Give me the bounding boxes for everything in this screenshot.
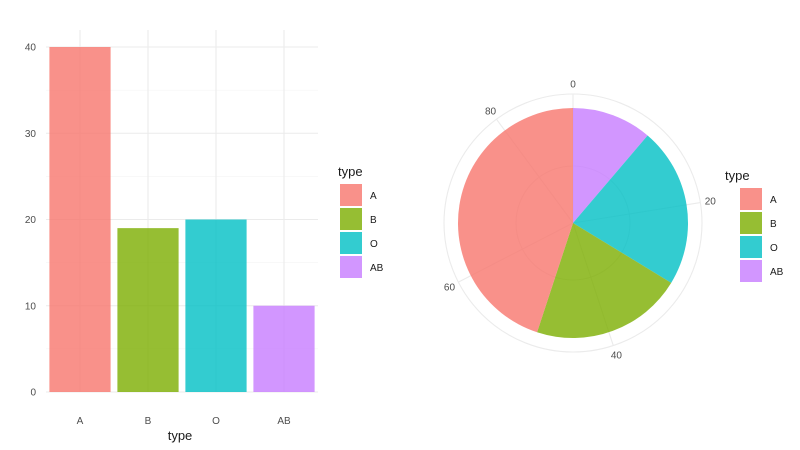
bar-legend-swatch	[340, 208, 362, 230]
pie-legend-label: O	[770, 243, 778, 254]
bar-A	[49, 47, 111, 392]
bar-y-tick-labels: 0 10 20 30 40	[25, 43, 37, 399]
bar-x-tick-labels: A B O AB	[77, 416, 291, 427]
pie-angle-tick-label: 80	[485, 107, 497, 118]
bar-legend-swatch	[340, 256, 362, 278]
bar-x-tick-label: A	[77, 416, 84, 427]
bar-legend-swatch	[340, 232, 362, 254]
pie-legend-title: type	[725, 168, 750, 183]
pie-legend-label: AB	[770, 267, 784, 278]
bar-y-tick-label: 40	[25, 43, 37, 54]
pie-slice-B	[537, 223, 672, 338]
bar-legend-label: AB	[370, 263, 384, 274]
pie-slice-O	[573, 135, 688, 283]
pie-slice-AB	[573, 108, 648, 223]
pie-legend-label: A	[770, 195, 777, 206]
bar-series	[49, 47, 315, 392]
pie-angle-tick-label: 60	[444, 282, 456, 293]
bar-y-tick-label: 10	[25, 301, 37, 312]
bar-legend-label: B	[370, 215, 377, 226]
pie-legend-label: B	[770, 219, 777, 230]
bar-legend-title: type	[338, 164, 363, 179]
bar-x-tick-label: B	[145, 416, 152, 427]
bar-AB	[253, 305, 315, 392]
pie-legend-swatch	[740, 188, 762, 210]
bar-y-tick-label: 20	[25, 215, 37, 226]
bar-y-tick-label: 30	[25, 129, 37, 140]
bar-legend-swatch	[340, 184, 362, 206]
pie-slice-A	[457, 108, 573, 333]
pie-angle-tick-label: 0	[570, 80, 576, 91]
bar-legend-label: A	[370, 191, 377, 202]
pie-angle-tick-label: 40	[611, 351, 623, 362]
pie-legend-swatch	[740, 236, 762, 258]
bar-y-tick-label: 0	[30, 388, 36, 399]
bar-x-tick-label: O	[212, 416, 220, 427]
bar-x-axis-title: type	[168, 428, 193, 443]
pie-angle-tick-labels: 0 20 40 60 80	[444, 80, 716, 362]
bar-O	[185, 219, 247, 392]
bar-B	[117, 228, 179, 392]
bar-legend-label: O	[370, 239, 378, 250]
pie-legend-swatch	[740, 260, 762, 282]
pie-angle-tick-label: 20	[705, 197, 717, 208]
pie-series	[457, 108, 688, 338]
bar-x-tick-label: AB	[277, 416, 291, 427]
pie-legend-swatch	[740, 212, 762, 234]
